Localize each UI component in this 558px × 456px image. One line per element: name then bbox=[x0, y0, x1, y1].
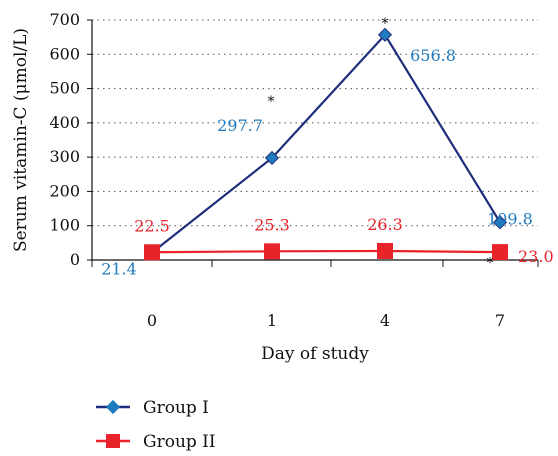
y-tick-label: 300 bbox=[49, 147, 80, 166]
series-line-1 bbox=[151, 32, 501, 254]
series-markers bbox=[144, 27, 508, 261]
legend-item-group-2: Group II bbox=[96, 432, 216, 452]
x-ticks: 0 1 4 7 bbox=[91, 260, 539, 330]
x-tick-label: 0 bbox=[147, 311, 157, 330]
data-labels: 21.4 297.7 * 656.8 * 109.8 * 22.5 25.3 26.3 23.0 bbox=[101, 16, 553, 279]
y-tick-label: 0 bbox=[70, 250, 80, 269]
y-tick-label: 200 bbox=[49, 181, 80, 200]
data-label: 297.7 bbox=[217, 116, 263, 135]
data-label: 21.4 bbox=[101, 260, 137, 279]
legend-item-group-1: Group I bbox=[96, 398, 209, 418]
data-label: 25.3 bbox=[254, 215, 290, 234]
data-label: 23.0 bbox=[518, 247, 554, 266]
y-tick-label: 600 bbox=[49, 44, 80, 63]
legend: Group I Group II bbox=[96, 398, 216, 452]
y-tick-label: 700 bbox=[49, 10, 80, 29]
data-label: 26.3 bbox=[367, 215, 403, 234]
x-axis-title: Day of study bbox=[261, 344, 369, 364]
marker-group-2 bbox=[144, 244, 160, 261]
significance-mark: * bbox=[382, 16, 389, 32]
marker-group-1 bbox=[264, 150, 280, 166]
y-ticks: 0 100 200 300 400 500 600 700 bbox=[49, 10, 92, 269]
series-line-2 bbox=[151, 249, 501, 254]
marker-group-2 bbox=[492, 244, 508, 261]
y-tick-label: 100 bbox=[49, 216, 80, 235]
x-tick-label: 1 bbox=[267, 311, 277, 330]
legend-label-group-1: Group I bbox=[143, 398, 209, 418]
marker-group-2 bbox=[377, 242, 393, 259]
marker-group-1 bbox=[377, 27, 393, 42]
y-tick-label: 400 bbox=[49, 113, 80, 132]
data-label: 656.8 bbox=[410, 46, 456, 65]
marker-group-1 bbox=[492, 215, 508, 230]
x-tick-label: 7 bbox=[495, 311, 505, 330]
y-tick-label: 500 bbox=[49, 79, 80, 98]
legend-marker-group-1 bbox=[105, 399, 121, 415]
y-axis-title: Serum vitamin-C (μmol/L) bbox=[11, 28, 31, 252]
legend-label-group-2: Group II bbox=[143, 432, 216, 452]
data-label: 109.8 bbox=[487, 209, 533, 228]
significance-mark: * bbox=[268, 94, 275, 110]
significance-mark: * bbox=[487, 255, 494, 271]
data-label: 22.5 bbox=[134, 216, 170, 235]
gridlines bbox=[92, 19, 538, 227]
legend-marker-group-2 bbox=[106, 434, 120, 448]
marker-group-2 bbox=[264, 243, 280, 260]
series-lines bbox=[151, 32, 501, 254]
x-tick-label: 4 bbox=[380, 311, 390, 330]
